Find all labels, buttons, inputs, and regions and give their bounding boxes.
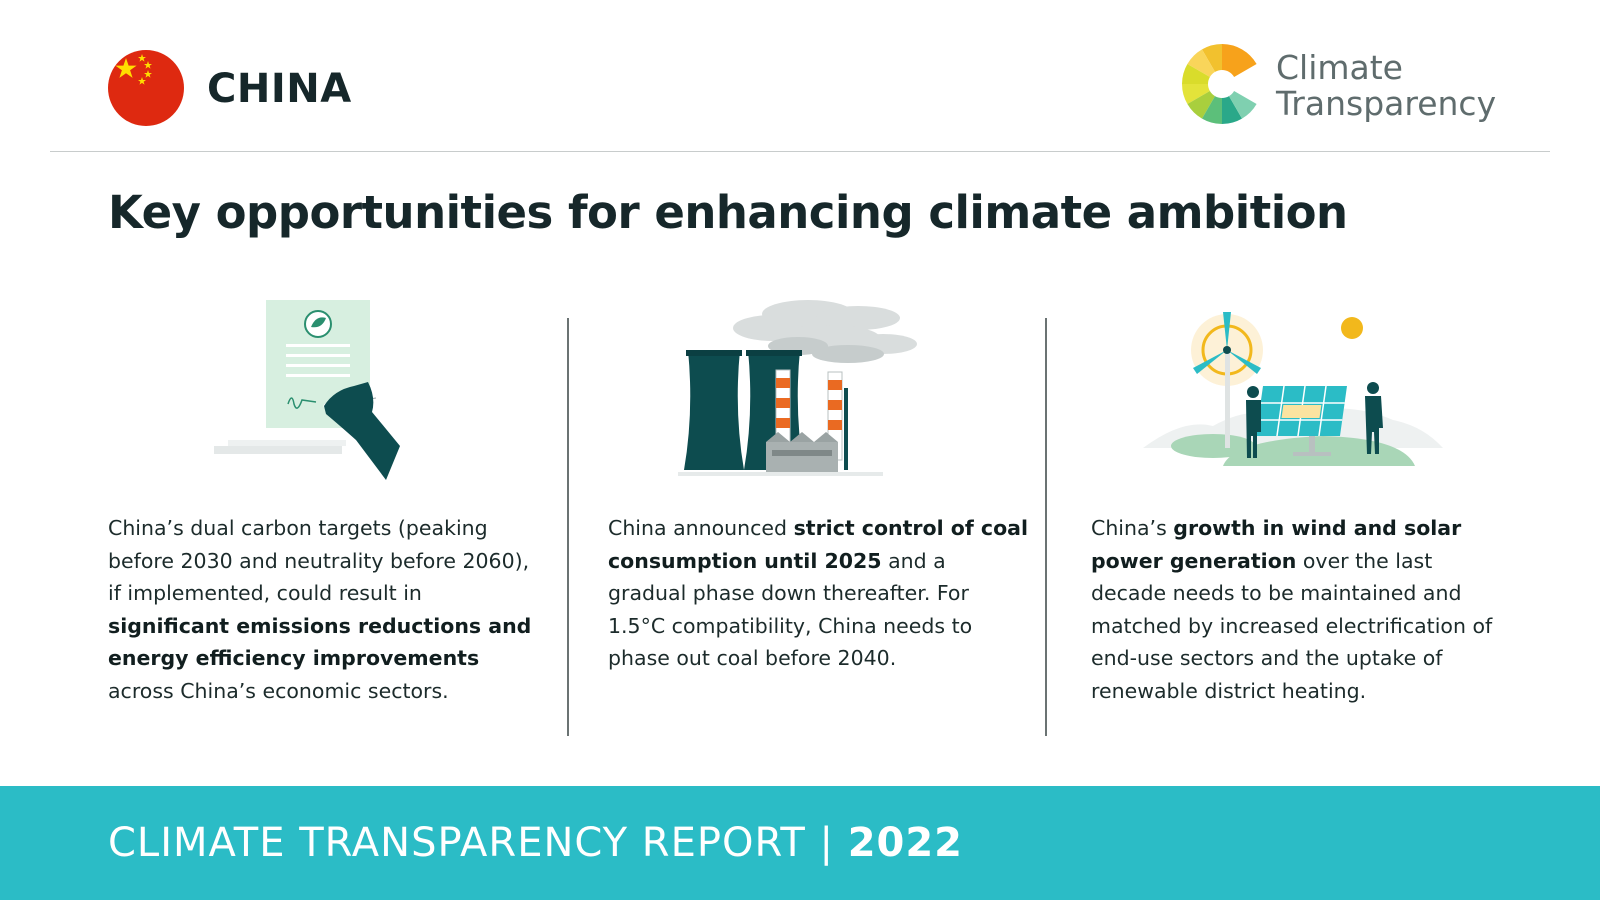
- footer-report-title: CLIMATE TRANSPARENCY REPORT | 2022: [108, 820, 963, 866]
- china-flag-icon: [108, 50, 184, 126]
- climate-transparency-logo[interactable]: Climate Transparency: [1180, 42, 1496, 132]
- footer-year: 2022: [847, 820, 964, 866]
- footer-separator: |: [819, 820, 834, 866]
- logo-line-1: Climate: [1276, 48, 1403, 87]
- climate-transparency-logo-icon: [1182, 44, 1257, 124]
- signing-document-icon: [214, 300, 400, 480]
- wind-solar-icon: [1143, 312, 1443, 466]
- logo-line-2: Transparency: [1276, 84, 1497, 123]
- header-divider: [50, 151, 1550, 152]
- coal-power-plant-icon: [678, 300, 917, 476]
- column-divider: [567, 318, 569, 736]
- opportunity-text-2: China announced strict control of coal c…: [608, 516, 1029, 670]
- opportunity-text-3: China’s growth in wind and solar power g…: [1091, 516, 1493, 703]
- footer-banner: CLIMATE TRANSPARENCY REPORT | 2022: [0, 786, 1600, 900]
- page-title: Key opportunities for enhancing climate …: [108, 186, 1348, 239]
- opportunity-text-1: China’s dual carbon targets (peaking bef…: [108, 516, 532, 703]
- country-name: CHINA: [207, 66, 352, 112]
- footer-report-name: CLIMATE TRANSPARENCY REPORT: [108, 820, 806, 866]
- header: CHINA Climate Transparency: [0, 0, 1600, 150]
- logo-wordmark: Climate Transparency: [1276, 50, 1496, 122]
- column-divider: [1045, 318, 1047, 736]
